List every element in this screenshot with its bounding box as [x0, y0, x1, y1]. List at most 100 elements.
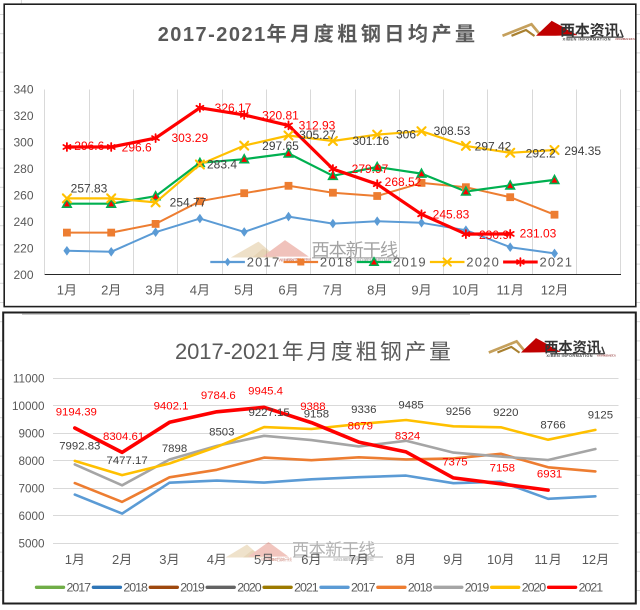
svg-text:9125: 9125 — [588, 410, 613, 422]
svg-text:283.4: 283.4 — [207, 158, 237, 172]
svg-text:XIBEN INFORMATION: XIBEN INFORMATION — [546, 354, 592, 358]
svg-text:WWW.XIBEN.NET.CN: WWW.XIBEN.NET.CN — [615, 37, 635, 41]
svg-text:6931: 6931 — [537, 469, 562, 481]
svg-text:9: 9 — [411, 283, 418, 298]
svg-text:9336: 9336 — [351, 404, 376, 416]
svg-text:2017: 2017 — [351, 581, 376, 595]
svg-text:2020: 2020 — [466, 255, 499, 270]
svg-text:303.29: 303.29 — [171, 131, 208, 145]
svg-text:7158: 7158 — [490, 462, 515, 474]
svg-text:296.6: 296.6 — [74, 139, 104, 153]
svg-text:9194.39: 9194.39 — [56, 406, 97, 418]
svg-text:231.03: 231.03 — [520, 227, 557, 241]
svg-text:2021: 2021 — [294, 581, 319, 595]
svg-text:220: 220 — [13, 242, 33, 256]
svg-text:8304.61: 8304.61 — [103, 431, 144, 443]
svg-text:320: 320 — [13, 109, 33, 123]
svg-text:9485: 9485 — [398, 400, 423, 412]
svg-text:2017-2021: 2017-2021 — [158, 24, 266, 46]
svg-text:9388: 9388 — [300, 401, 325, 413]
svg-text:292.2: 292.2 — [526, 146, 556, 160]
svg-text:8766: 8766 — [540, 419, 565, 431]
svg-text:10000: 10000 — [12, 400, 45, 413]
svg-text:11000: 11000 — [13, 373, 45, 386]
svg-text:12: 12 — [582, 552, 596, 567]
svg-text:2019: 2019 — [393, 255, 426, 270]
svg-text:5: 5 — [254, 552, 261, 567]
svg-text:4: 4 — [207, 552, 214, 567]
svg-text:7898: 7898 — [162, 443, 187, 455]
svg-text:1: 1 — [57, 283, 64, 298]
svg-text:7375: 7375 — [442, 456, 467, 468]
svg-text:280: 280 — [13, 162, 33, 176]
svg-text:8503: 8503 — [209, 427, 234, 439]
svg-text:245.83: 245.83 — [433, 208, 470, 222]
svg-text:260: 260 — [13, 189, 33, 203]
svg-text:9256: 9256 — [446, 406, 471, 418]
svg-text:2019: 2019 — [465, 581, 490, 595]
svg-text:297.65: 297.65 — [262, 139, 299, 153]
svg-text:2018: 2018 — [123, 581, 148, 595]
svg-text:2021: 2021 — [579, 581, 604, 595]
svg-text:2: 2 — [112, 552, 119, 567]
svg-text:308.53: 308.53 — [434, 124, 471, 138]
svg-text:9402.1: 9402.1 — [154, 401, 189, 413]
svg-text:10: 10 — [487, 552, 501, 567]
svg-text:6000: 6000 — [18, 510, 45, 523]
svg-text:8000: 8000 — [18, 455, 45, 468]
svg-text:9945.4: 9945.4 — [248, 386, 283, 398]
svg-text:WWW.XIBEN.NET.CN: WWW.XIBEN.NET.CN — [597, 354, 616, 358]
svg-text:4: 4 — [190, 283, 197, 298]
svg-text:301.16: 301.16 — [352, 134, 389, 148]
svg-text:240: 240 — [13, 215, 33, 229]
svg-text:305.27: 305.27 — [299, 128, 336, 142]
svg-text:297.42: 297.42 — [475, 140, 512, 154]
svg-text:7477.17: 7477.17 — [107, 455, 148, 467]
svg-text:312.93: 312.93 — [299, 119, 336, 133]
svg-text:2017: 2017 — [247, 255, 280, 270]
svg-text:306: 306 — [396, 128, 416, 142]
svg-text:326.17: 326.17 — [215, 101, 252, 115]
svg-text:WWW.96369.NET 西本新干线: WWW.96369.NET 西本新干线 — [279, 257, 313, 264]
svg-text:2020: 2020 — [237, 581, 262, 595]
svg-text:9158: 9158 — [304, 409, 329, 421]
svg-text:340: 340 — [13, 83, 33, 97]
svg-text:6: 6 — [278, 283, 285, 298]
svg-text:8324: 8324 — [395, 430, 420, 442]
svg-text:9227.15: 9227.15 — [249, 407, 290, 419]
svg-text:2017: 2017 — [67, 581, 92, 595]
svg-text:320.81: 320.81 — [262, 108, 299, 122]
svg-text:7992.83: 7992.83 — [59, 441, 100, 453]
svg-text:268.52: 268.52 — [385, 175, 422, 189]
svg-text:2018: 2018 — [320, 255, 353, 270]
svg-text:2018: 2018 — [408, 581, 433, 595]
svg-text:9: 9 — [443, 552, 450, 567]
svg-text:279.97: 279.97 — [352, 162, 389, 176]
svg-text:257.83: 257.83 — [71, 182, 108, 196]
svg-text:10: 10 — [452, 283, 466, 298]
svg-text:230.9: 230.9 — [479, 228, 509, 242]
svg-text:12: 12 — [541, 283, 555, 298]
svg-text:7: 7 — [323, 283, 330, 298]
svg-text:6: 6 — [301, 552, 308, 567]
svg-text:2017-2021: 2017-2021 — [175, 339, 280, 364]
svg-text:296.6: 296.6 — [122, 140, 152, 154]
svg-text:300: 300 — [13, 136, 33, 150]
svg-text:8: 8 — [396, 552, 403, 567]
svg-text:2019: 2019 — [180, 581, 205, 595]
svg-text:200: 200 — [13, 268, 33, 282]
svg-text:8: 8 — [367, 283, 374, 298]
svg-text:9784.6: 9784.6 — [201, 390, 236, 402]
svg-text:WWW.96369.NET 西本新干线: WWW.96369.NET 西本新干线 — [261, 556, 293, 563]
svg-text:7: 7 — [349, 552, 356, 567]
svg-text:8679: 8679 — [348, 421, 373, 433]
svg-text:5000: 5000 — [18, 537, 45, 550]
svg-text:1: 1 — [65, 552, 72, 567]
svg-text:254.77: 254.77 — [170, 196, 207, 210]
svg-text:294.35: 294.35 — [564, 144, 601, 158]
svg-text:2020: 2020 — [522, 581, 547, 595]
svg-text:11: 11 — [534, 552, 548, 567]
svg-text:9000: 9000 — [18, 428, 45, 441]
svg-text:5: 5 — [234, 283, 241, 298]
svg-text:2021: 2021 — [540, 255, 573, 270]
